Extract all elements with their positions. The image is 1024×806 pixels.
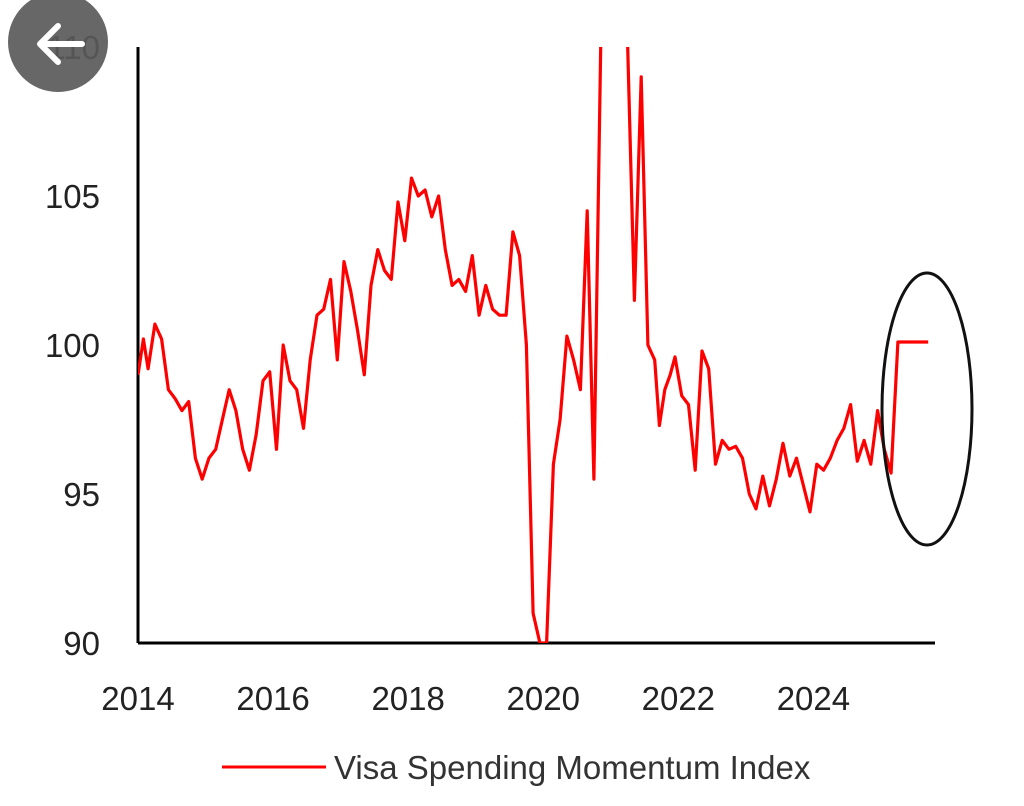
legend: Visa Spending Momentum Index <box>222 749 811 786</box>
y-tick-label: 95 <box>63 476 100 513</box>
x-tick-label: 2020 <box>507 680 580 717</box>
series-layer <box>138 47 929 643</box>
legend-label: Visa Spending Momentum Index <box>334 749 811 786</box>
x-tick-label: 2018 <box>371 680 444 717</box>
x-tick-label: 2014 <box>101 680 174 717</box>
y-tick-label: 90 <box>63 625 100 662</box>
x-tick-label: 2016 <box>236 680 309 717</box>
y-axis: 9095100105110 <box>45 29 140 662</box>
x-axis: 2014 2016 2018 2020 2022 2024 <box>101 641 935 717</box>
back-arrow-icon <box>37 23 85 65</box>
x-tick-label: 2024 <box>777 680 850 717</box>
highlight-ellipse-annotation <box>880 271 974 547</box>
x-tick-label: 2022 <box>642 680 715 717</box>
y-tick-label: 105 <box>45 178 100 215</box>
back-button[interactable] <box>8 0 108 92</box>
y-tick-label: 100 <box>45 327 100 364</box>
series-line-visa-spending-momentum-index <box>138 47 929 643</box>
